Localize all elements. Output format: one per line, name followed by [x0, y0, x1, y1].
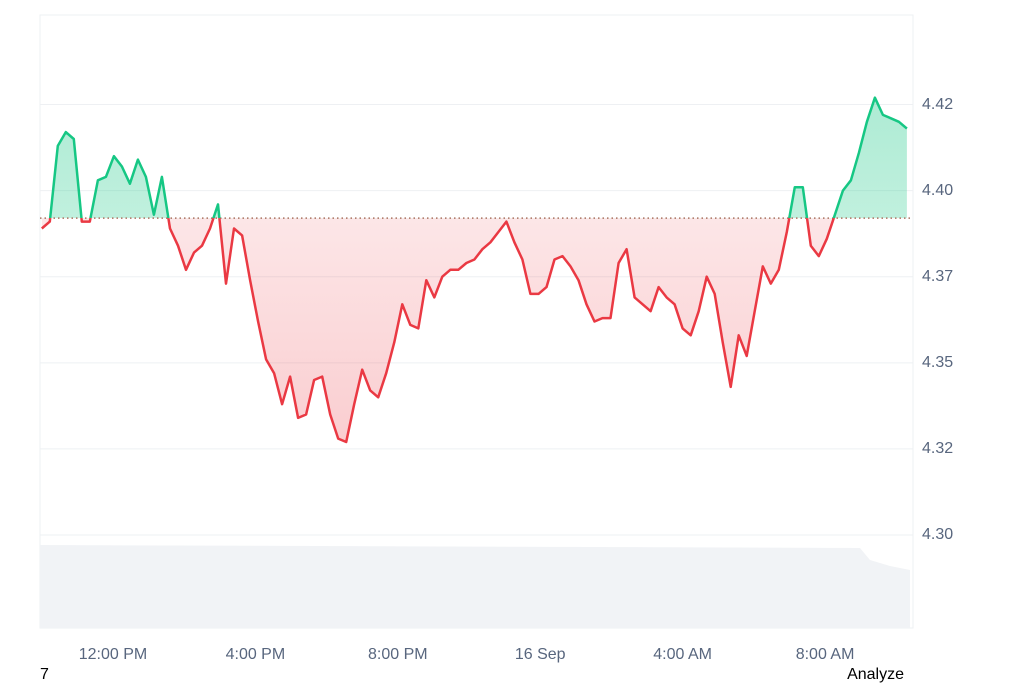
footer-left: 7: [40, 666, 49, 683]
x-tick-label: 8:00 PM: [368, 646, 428, 663]
y-tick-label: 4.35: [922, 354, 953, 371]
price-line-down: [40, 218, 836, 444]
y-tick-label: 4.30: [922, 526, 953, 543]
y-tick-label: 4.42: [922, 96, 953, 113]
x-tick-label: 16 Sep: [515, 646, 566, 663]
x-tick-label: 12:00 PM: [79, 646, 147, 663]
volume-area: [40, 545, 910, 628]
y-tick-label: 4.40: [922, 182, 953, 199]
x-tick-label: 4:00 PM: [226, 646, 286, 663]
plot-frame: [39, 14, 914, 629]
analyze-link[interactable]: Analyze: [847, 666, 904, 683]
y-tick-label: 4.32: [922, 440, 953, 457]
area-down: [41, 218, 834, 442]
x-tick-label: 4:00 AM: [653, 646, 712, 663]
x-tick-label: 8:00 AM: [796, 646, 855, 663]
y-tick-label: 4.37: [922, 268, 953, 285]
area-up: [41, 97, 907, 219]
